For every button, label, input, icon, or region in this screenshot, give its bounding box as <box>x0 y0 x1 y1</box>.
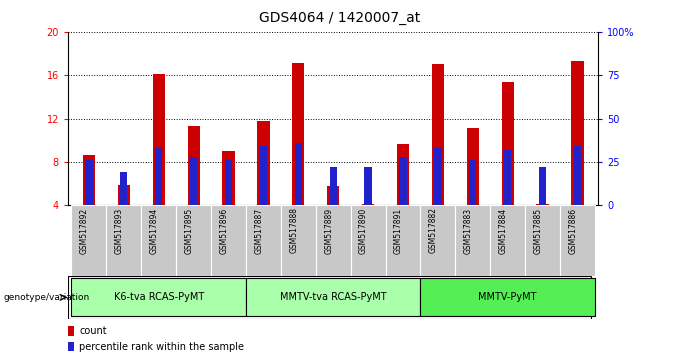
Text: GSM517893: GSM517893 <box>115 207 124 254</box>
Text: GSM517889: GSM517889 <box>324 207 333 253</box>
Bar <box>257 121 269 205</box>
Bar <box>490 205 525 276</box>
Bar <box>456 205 490 276</box>
Bar <box>420 205 456 276</box>
Bar <box>525 205 560 276</box>
Bar <box>364 167 372 205</box>
Text: GDS4064 / 1420007_at: GDS4064 / 1420007_at <box>259 11 421 25</box>
Bar <box>211 205 246 276</box>
Text: GSM517884: GSM517884 <box>498 207 508 253</box>
Bar <box>294 143 302 205</box>
Bar <box>85 160 92 205</box>
Text: GSM517885: GSM517885 <box>534 207 543 253</box>
Bar <box>71 205 106 276</box>
Text: MMTV-tva RCAS-PyMT: MMTV-tva RCAS-PyMT <box>280 292 386 302</box>
Text: GSM517892: GSM517892 <box>80 207 89 253</box>
Bar <box>246 278 420 316</box>
Bar <box>246 205 281 276</box>
Bar <box>68 326 74 336</box>
Bar <box>537 204 549 205</box>
Text: GSM517895: GSM517895 <box>185 207 194 254</box>
Text: percentile rank within the sample: percentile rank within the sample <box>79 342 244 352</box>
Bar <box>152 74 165 205</box>
Bar <box>330 167 337 205</box>
Bar <box>571 61 583 205</box>
Bar <box>560 205 595 276</box>
Bar <box>190 157 197 205</box>
Text: MMTV-PyMT: MMTV-PyMT <box>479 292 537 302</box>
Bar <box>316 205 351 276</box>
Bar <box>120 172 127 205</box>
Bar <box>504 150 511 205</box>
Bar <box>466 129 479 205</box>
Bar <box>83 155 95 205</box>
Bar <box>539 167 546 205</box>
Text: GSM517883: GSM517883 <box>464 207 473 253</box>
Bar <box>176 205 211 276</box>
Bar <box>281 205 316 276</box>
Bar <box>260 146 267 205</box>
Bar <box>351 205 386 276</box>
Bar <box>432 64 444 205</box>
Bar <box>141 205 176 276</box>
Bar <box>188 126 200 205</box>
Bar <box>68 342 74 352</box>
Text: GSM517894: GSM517894 <box>150 207 158 254</box>
Bar <box>118 185 130 205</box>
Bar <box>327 186 339 205</box>
Bar <box>420 278 595 316</box>
Bar <box>292 63 305 205</box>
Text: GSM517896: GSM517896 <box>220 207 228 254</box>
Text: GSM517887: GSM517887 <box>254 207 263 253</box>
Bar <box>469 160 477 205</box>
Text: GSM517882: GSM517882 <box>429 207 438 253</box>
Text: genotype/variation: genotype/variation <box>3 293 90 302</box>
Bar <box>362 204 374 205</box>
Bar <box>435 148 441 205</box>
Bar <box>386 205 420 276</box>
Bar <box>399 157 407 205</box>
Bar <box>225 160 232 205</box>
Bar <box>71 278 246 316</box>
Text: GSM517888: GSM517888 <box>289 207 299 253</box>
Text: GSM517890: GSM517890 <box>359 207 368 254</box>
Bar <box>222 151 235 205</box>
Text: count: count <box>79 326 107 336</box>
Bar <box>106 205 141 276</box>
Text: K6-tva RCAS-PyMT: K6-tva RCAS-PyMT <box>114 292 204 302</box>
Bar <box>155 148 163 205</box>
Text: GSM517886: GSM517886 <box>568 207 577 253</box>
Text: GSM517891: GSM517891 <box>394 207 403 253</box>
Bar <box>502 82 514 205</box>
Bar <box>397 143 409 205</box>
Bar <box>574 146 581 205</box>
